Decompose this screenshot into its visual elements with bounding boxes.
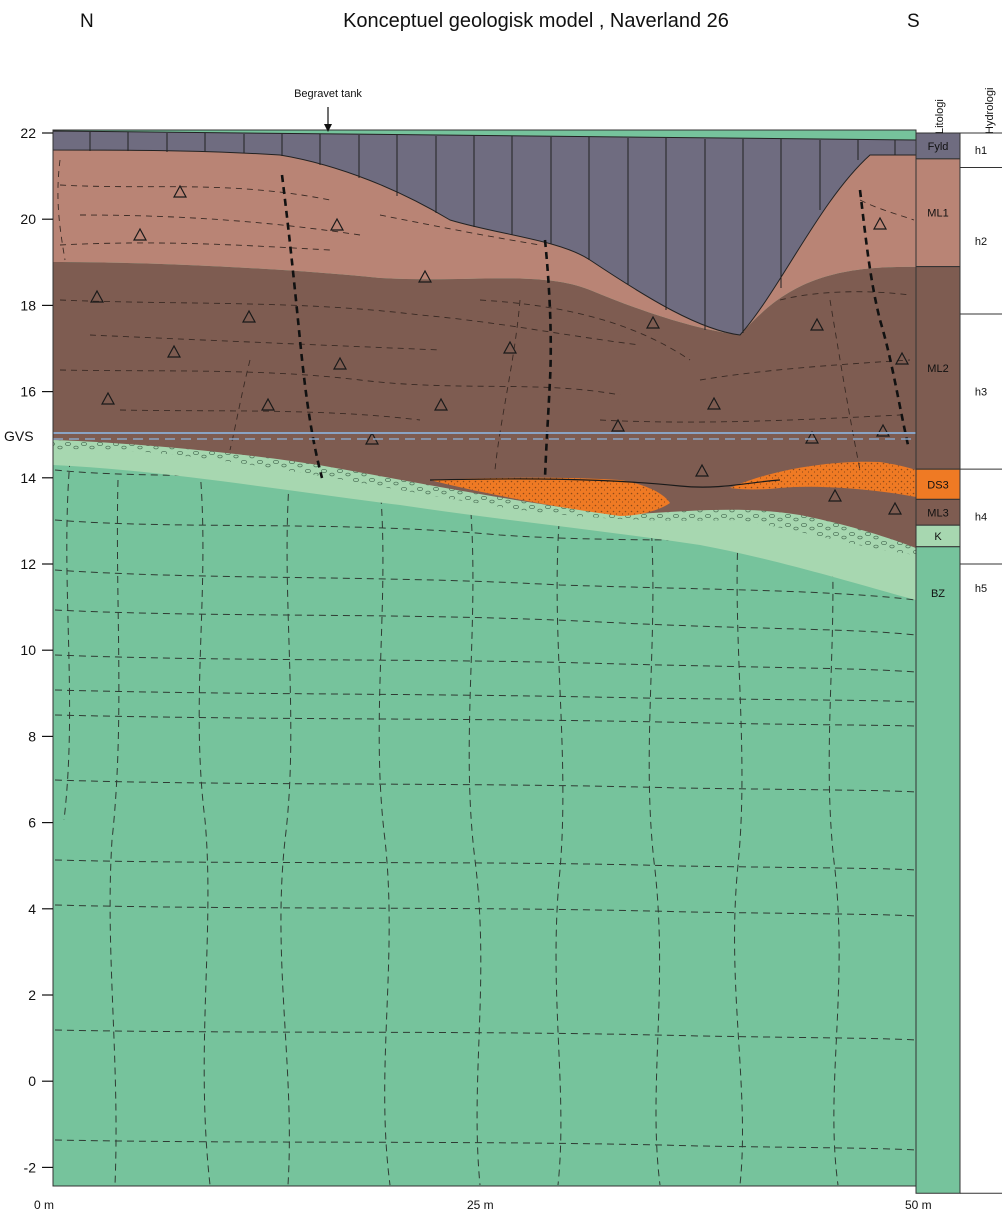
lithology-column: Fyld ML1 ML2 DS3 ML3 K BZ — [915, 132, 961, 1194]
y-tick-label: 18 — [20, 297, 36, 313]
y-tick-label: 12 — [20, 556, 36, 572]
y-tick-label: 14 — [20, 470, 36, 486]
clay-texture-lines — [57, 159, 915, 471]
lithology-label: BZ — [931, 588, 945, 600]
y-tick-label: 16 — [20, 384, 36, 400]
buried-tank-label: Begravet tank — [294, 88, 362, 100]
hydrology-header: Hydrologi — [984, 88, 996, 134]
fill-vertical-hatching — [89, 132, 896, 333]
hydrology-label: h3 — [975, 387, 987, 399]
x-label-25: 25 m — [467, 1198, 494, 1212]
fill-layer — [53, 130, 916, 336]
arrow-down-icon — [324, 124, 332, 132]
lithology-label: Fyld — [928, 141, 949, 153]
y-tick-label: 4 — [28, 901, 36, 917]
y-tick-label: 20 — [20, 211, 36, 227]
y-tick-label: 2 — [28, 987, 36, 1003]
y-tick-label: -2 — [24, 1159, 37, 1175]
lithology-unit-ml1 — [915, 158, 961, 268]
lithology-unit-bz — [915, 546, 961, 1194]
lithology-label: ML3 — [927, 507, 948, 519]
bz-fracture-lines — [54, 459, 916, 1186]
y-tick-label: 10 — [20, 642, 36, 658]
buried-tank-annotation: Begravet tank — [294, 88, 362, 132]
boulder-clay-triangles — [89, 184, 910, 515]
y-tick-label: 6 — [28, 815, 36, 831]
hydrology-label: h4 — [975, 512, 987, 524]
hydrology-label: h2 — [975, 236, 987, 248]
lithology-label: ML2 — [927, 363, 948, 375]
y-tick-label: 22 — [20, 125, 36, 141]
lithology-label: ML1 — [927, 208, 948, 220]
lithology-unit-ml2 — [915, 266, 961, 470]
groundwater-line — [53, 432, 916, 440]
lithology-header: Litologi — [934, 99, 946, 134]
y-tick-label: 0 — [28, 1073, 36, 1089]
hydrology-label: h5 — [975, 583, 987, 595]
diagram-title: Konceptuel geologisk model , Naverland 2… — [343, 10, 729, 32]
x-label-0: 0 m — [34, 1198, 54, 1212]
lithology-label: K — [934, 531, 942, 543]
gvs-label: GVS — [4, 428, 34, 444]
ml1-layer — [53, 150, 916, 335]
fracture-lines-bold — [280, 174, 910, 479]
x-label-50: 50 m — [905, 1198, 932, 1212]
lithology-label: DS3 — [927, 479, 948, 491]
north-label: N — [80, 11, 94, 32]
hydrology-column: h1 h2 h3 h4 h5 — [959, 132, 1002, 1194]
section-area — [53, 130, 916, 1186]
y-tick-label: 8 — [28, 728, 36, 744]
gravel-layer — [53, 438, 916, 600]
south-label: S — [907, 11, 920, 32]
hydrology-label: h1 — [975, 145, 987, 157]
